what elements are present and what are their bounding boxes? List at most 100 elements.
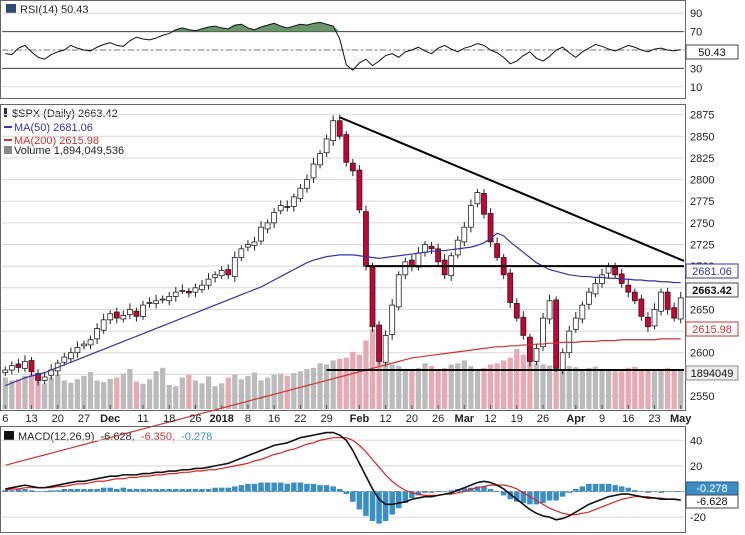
macd-value-label-1: -0.278 [685,481,739,496]
volume-bar [251,372,258,409]
macd-histogram-bar [481,486,487,492]
candle-body [572,317,579,330]
svg-text:-6.628: -6.628 [696,496,727,508]
macd-histogram-bar [284,483,291,492]
volume-bar [494,363,500,409]
macd-legend-v3: -0.278 [181,431,212,443]
candle-body [330,120,337,142]
macd-histogram-bar [35,491,41,493]
volume-bar [323,364,330,409]
macd-histogram-bar [120,487,127,492]
macd-histogram-bar [553,491,559,501]
volume-bar [94,380,100,409]
macd-histogram-bar [192,488,199,492]
price-tick-label: 2600 [690,348,714,360]
macd-histogram-bar [277,482,284,492]
macd-histogram-bar [166,488,172,492]
macd-histogram-bar [395,491,402,509]
volume-bar [474,369,481,409]
macd-histogram-bar [212,487,218,492]
macd-histogram-bar [474,486,481,492]
volume-bar [127,369,133,409]
macd-histogram-bar [2,490,9,492]
x-tick-label: 12 [484,413,496,425]
candle-body [113,311,120,319]
rsi-legend-text: RSI(14) 50.43 [20,4,88,16]
volume-bar [107,378,113,409]
price-tick-label: 2750 [690,218,714,230]
volume-bar [101,382,107,409]
macd-histogram-bar [527,491,533,505]
candle-body [179,289,186,292]
volume-bar [442,367,448,409]
macd-histogram-bar [304,483,310,492]
candle-body [507,272,514,303]
volume-bar [396,366,402,409]
macd-legend-v2: -6.350, [141,431,175,443]
volume-bar [487,364,494,409]
macd-value-label-2: -6.628 [685,494,739,509]
candle-body [546,300,553,320]
candle-body [422,244,428,253]
volume-bar [507,357,513,409]
macd-tick-label: -20 [690,512,706,524]
macd-histogram-bar [599,483,605,492]
price-tick-label: 2725 [690,240,714,252]
x-tick-label: 26 [537,413,549,425]
candle-body [651,309,658,327]
macd-histogram-bar [205,488,212,492]
macd-histogram-bar [114,488,120,492]
volume-bar [199,383,205,409]
candle-body [297,187,304,200]
volume-bar [291,373,297,409]
price-panel [0,104,686,411]
macd-histogram-bar [107,487,113,492]
candle-body [100,319,107,331]
macd-histogram-bar [179,488,186,492]
macd-histogram-bar [566,491,572,493]
macd-histogram-bar [514,491,520,502]
price-tick-label: 2875 [690,110,714,122]
candle-body [513,302,520,319]
macd-histogram-bar [186,488,192,492]
x-tick-label: 2018 [209,413,233,425]
volume-bar [330,360,336,409]
volume-bar [192,380,199,409]
volume-bar [389,364,395,409]
rsi-line [5,21,681,71]
candle-body [284,206,291,208]
svg-text:MACD(12,26,9) -6.628,: MACD(12,26,9) -6.628, -6.350, -0.278 [18,431,212,443]
volume-bar [343,357,349,409]
macd-plot [2,431,684,524]
volume-bar [566,366,572,409]
candle-body [638,298,645,317]
rsi-tick-label: 10 [690,82,702,94]
candle-body [140,304,146,317]
price-tick-label: 2850 [690,131,714,143]
rsi-plot [2,12,684,88]
macd-legend: MACD(12,26,9) -6.628, -6.350, -0.278 [4,431,212,443]
volume-bar [645,370,651,409]
candle-body [251,241,258,246]
volume-bar [402,369,408,409]
macd-histogram-bar [677,491,684,493]
candle-body [553,299,560,369]
macd-histogram-bar [520,491,527,504]
candle-body [133,310,140,317]
macd-histogram-bar [415,491,422,496]
volume-bar [232,374,238,409]
macd-histogram-bar [356,491,363,510]
macd-histogram-bar [533,491,540,505]
candle-body [395,274,402,308]
macd-histogram-bar [343,491,350,495]
volume-bar [133,381,140,409]
macd-histogram-bar [605,483,612,492]
macd-histogram-bar [336,488,343,492]
macd-histogram-bar [61,488,68,492]
macd-histogram-bar [271,482,277,492]
volume-bar [560,369,566,409]
ma200-legend-text: MA(200) 2615.98 [14,135,99,147]
volume-bar [245,375,251,409]
x-tick-label: May [670,413,692,425]
candle-body [28,360,35,373]
